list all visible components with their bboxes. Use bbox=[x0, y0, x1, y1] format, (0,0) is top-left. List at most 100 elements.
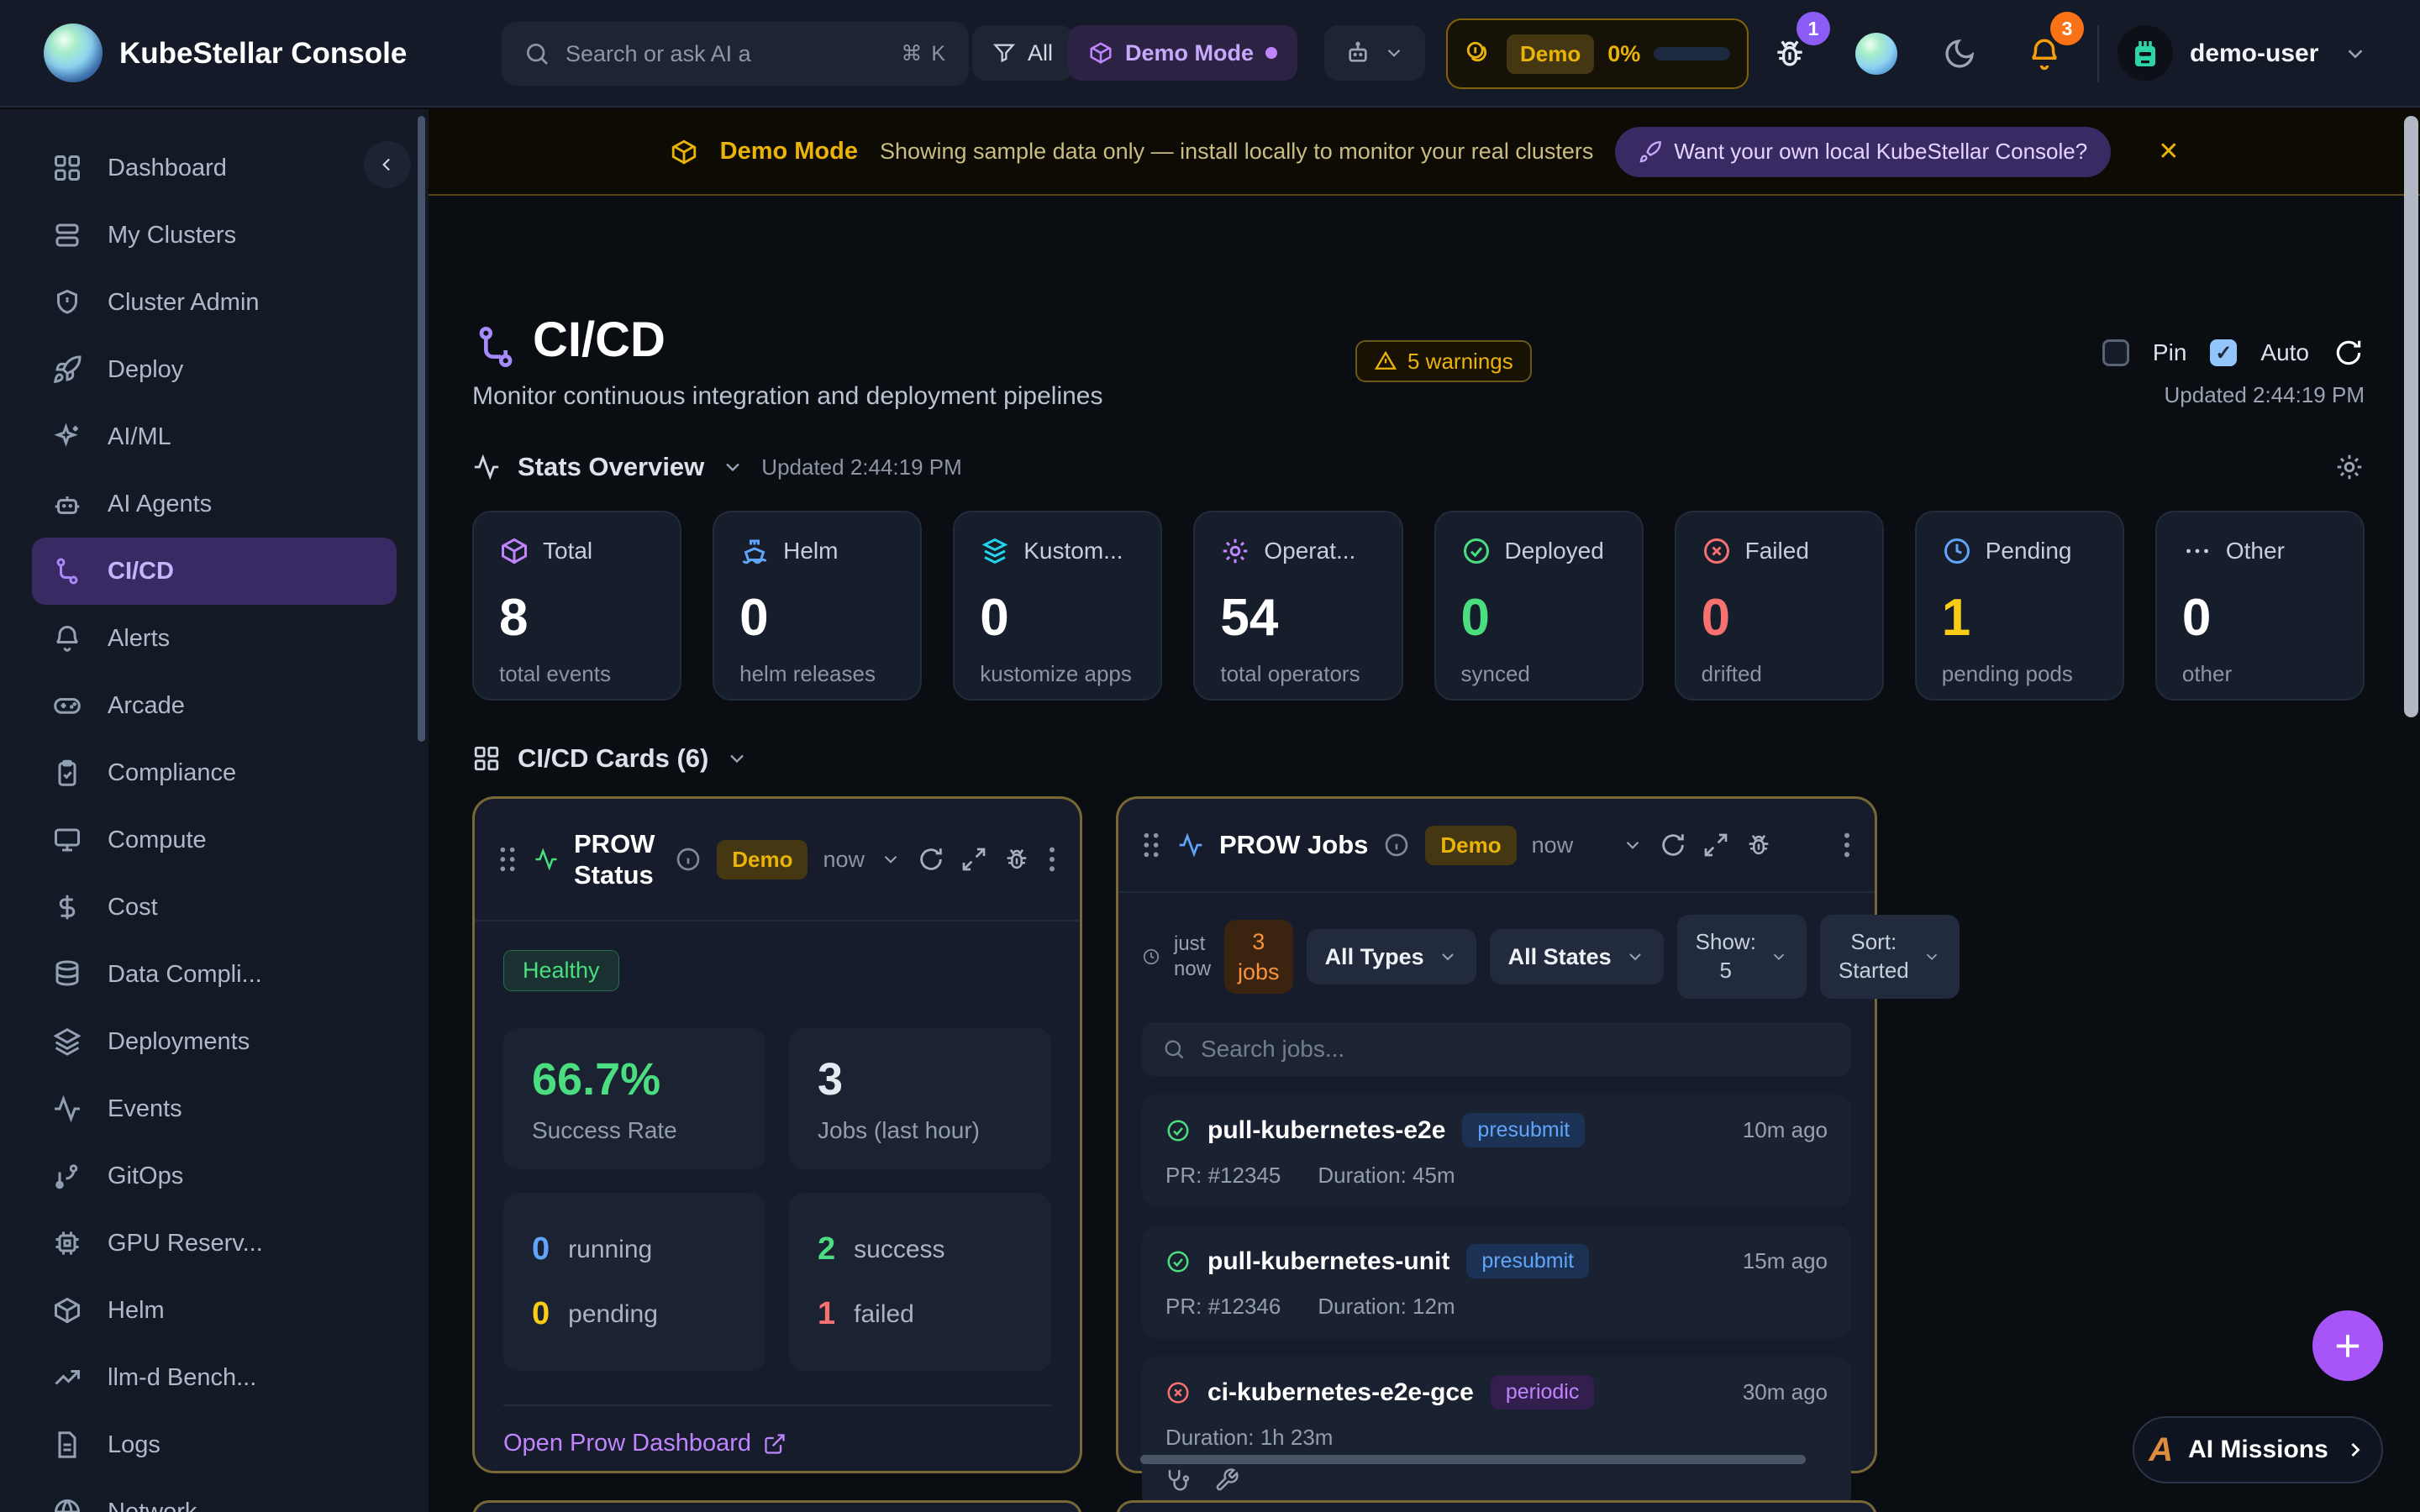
ai-missions-button[interactable]: A AI Missions bbox=[2133, 1416, 2383, 1483]
stats-settings-gear-icon[interactable] bbox=[2334, 452, 2365, 482]
stat-card-pending[interactable]: Pending 1 pending pods bbox=[1914, 511, 2124, 701]
stat-sublabel: synced bbox=[1460, 661, 1530, 686]
fix-wrench-icon[interactable] bbox=[1214, 1467, 1239, 1493]
sidebar-item-compute[interactable]: Compute bbox=[0, 806, 429, 874]
check-circle-icon bbox=[1461, 536, 1491, 566]
time-range-label[interactable]: now bbox=[1531, 832, 1574, 858]
sidebar-item-events[interactable]: Events bbox=[0, 1075, 429, 1142]
debug-badge: 1 bbox=[1797, 12, 1830, 45]
stats-section-title[interactable]: Stats Overview bbox=[518, 452, 705, 481]
horizontal-scrollbar[interactable] bbox=[1140, 1455, 1806, 1464]
bug-icon[interactable] bbox=[1744, 831, 1773, 859]
job-row[interactable]: pull-kubernetes-e2e presubmit 10m ago PR… bbox=[1142, 1095, 1851, 1207]
get-local-console-button[interactable]: Want your own local KubeStellar Console? bbox=[1615, 126, 2112, 177]
user-avatar[interactable] bbox=[2118, 25, 2173, 81]
sidebar-item-label: Cost bbox=[108, 893, 158, 921]
chevron-right-icon bbox=[2344, 1438, 2367, 1462]
drag-handle-icon[interactable] bbox=[1140, 831, 1162, 859]
sidebar-item-helm[interactable]: Helm bbox=[0, 1277, 429, 1344]
stat-card-kustomize[interactable]: Kustom... 0 kustomize apps bbox=[953, 511, 1163, 701]
sidebar-item-gpu-reservations[interactable]: GPU Reserv... bbox=[0, 1210, 429, 1277]
bug-icon[interactable] bbox=[1002, 845, 1031, 874]
refresh-icon[interactable] bbox=[1659, 831, 1687, 859]
debug-button[interactable] bbox=[1771, 0, 1808, 108]
job-row[interactable]: ci-kubernetes-e2e-gce periodic 30m ago D… bbox=[1142, 1357, 1851, 1511]
sidebar-item-compliance[interactable]: Compliance bbox=[0, 739, 429, 806]
time-range-label[interactable]: now bbox=[823, 846, 865, 872]
cicd-cards-title[interactable]: CI/CD Cards (6) bbox=[518, 743, 709, 773]
sidebar-item-alerts[interactable]: Alerts bbox=[0, 605, 429, 672]
sidebar-item-ai-ml[interactable]: AI/ML bbox=[0, 403, 429, 470]
demo-mode-toggle[interactable]: Demo Mode bbox=[1068, 25, 1298, 81]
banner-close-button[interactable]: ✕ bbox=[2158, 138, 2180, 165]
jobs-search[interactable] bbox=[1142, 1022, 1851, 1076]
open-prow-dashboard-link[interactable]: Open Prow Dashboard bbox=[503, 1430, 1051, 1457]
warnings-badge[interactable]: 5 warnings bbox=[1355, 340, 1532, 382]
stat-card-failed[interactable]: Failed 0 drifted bbox=[1674, 511, 1884, 701]
sidebar-item-cluster-admin[interactable]: Cluster Admin bbox=[0, 269, 429, 336]
sidebar-item-deployments[interactable]: Deployments bbox=[0, 1008, 429, 1075]
dashboard-icon bbox=[52, 153, 82, 183]
stat-card-other[interactable]: Other 0 other bbox=[2154, 511, 2365, 701]
diagnose-stethoscope-icon[interactable] bbox=[1165, 1467, 1191, 1493]
sidebar-item-my-clusters[interactable]: My Clusters bbox=[0, 202, 429, 269]
refresh-icon[interactable] bbox=[917, 845, 945, 874]
sidebar-item-dashboard[interactable]: Dashboard bbox=[0, 134, 429, 202]
chevron-down-icon[interactable] bbox=[1622, 834, 1644, 856]
drag-handle-icon[interactable] bbox=[497, 845, 518, 874]
stat-card-operators[interactable]: Operat... 54 total operators bbox=[1193, 511, 1403, 701]
chevron-down-icon[interactable] bbox=[725, 747, 749, 770]
kebab-menu-icon[interactable] bbox=[1046, 845, 1058, 874]
sidebar-scrollbar[interactable] bbox=[418, 116, 425, 742]
info-icon[interactable] bbox=[1383, 832, 1410, 858]
stat-card-deployed[interactable]: Deployed 0 synced bbox=[1434, 511, 1644, 701]
sort-select[interactable]: Sort: Started bbox=[1819, 915, 1960, 999]
sidebar-item-network[interactable]: Network bbox=[0, 1478, 429, 1512]
theme-toggle-button[interactable] bbox=[1943, 0, 1976, 108]
window-scrollbar[interactable] bbox=[2404, 116, 2418, 717]
stat-card-helm[interactable]: Helm 0 helm releases bbox=[713, 511, 923, 701]
add-card-fab[interactable]: + bbox=[2312, 1310, 2383, 1381]
sidebar-item-arcade[interactable]: Arcade bbox=[0, 672, 429, 739]
refresh-icon[interactable] bbox=[2333, 337, 2365, 369]
show-count-select[interactable]: Show: 5 bbox=[1676, 915, 1807, 999]
state-filter-select[interactable]: All States bbox=[1489, 929, 1664, 984]
notifications-button[interactable] bbox=[2027, 0, 2062, 108]
sidebar-item-cicd[interactable]: CI/CD bbox=[32, 538, 397, 605]
assistant-menu-button[interactable] bbox=[1324, 25, 1425, 81]
rocket-icon bbox=[52, 354, 82, 385]
chevron-down-icon[interactable] bbox=[880, 848, 902, 870]
stat-value: 0 bbox=[1460, 589, 1490, 647]
demo-chip: Demo bbox=[1507, 34, 1595, 74]
page-subtitle: Monitor continuous integration and deplo… bbox=[472, 382, 1103, 410]
card-stub bbox=[1116, 1500, 1877, 1512]
auto-checkbox[interactable]: ✓ bbox=[2210, 339, 2238, 366]
sidebar-item-data-compliance[interactable]: Data Compli... bbox=[0, 941, 429, 1008]
chevron-down-icon[interactable] bbox=[721, 455, 744, 479]
show-value: 5 bbox=[1719, 958, 1733, 983]
sidebar-item-logs[interactable]: Logs bbox=[0, 1411, 429, 1478]
sidebar-item-llmd-benchmarks[interactable]: llm-d Bench... bbox=[0, 1344, 429, 1411]
jobs-search-input[interactable] bbox=[1201, 1036, 1831, 1063]
kubestellar-ai-button[interactable] bbox=[1855, 0, 1897, 108]
sidebar-collapse-button[interactable] bbox=[364, 141, 411, 188]
info-icon[interactable] bbox=[675, 846, 702, 873]
stat-card-total[interactable]: Total 8 total events bbox=[472, 511, 682, 701]
type-filter-select[interactable]: All Types bbox=[1306, 929, 1476, 984]
global-search[interactable]: ⌘ K bbox=[502, 22, 969, 86]
pin-checkbox[interactable] bbox=[2102, 339, 2129, 366]
expand-icon[interactable] bbox=[1702, 832, 1729, 858]
sidebar-item-cost[interactable]: Cost bbox=[0, 874, 429, 941]
search-input[interactable] bbox=[566, 40, 886, 67]
expand-icon[interactable] bbox=[960, 846, 987, 873]
sidebar-item-deploy[interactable]: Deploy bbox=[0, 336, 429, 403]
job-type-badge: periodic bbox=[1490, 1375, 1595, 1410]
sidebar-item-gitops[interactable]: GitOps bbox=[0, 1142, 429, 1210]
demo-progress-meter[interactable]: Demo 0% bbox=[1446, 18, 1749, 89]
job-row[interactable]: pull-kubernetes-unit presubmit 15m ago P… bbox=[1142, 1226, 1851, 1338]
user-menu-chevron[interactable] bbox=[2343, 0, 2368, 108]
sidebar-item-ai-agents[interactable]: AI Agents bbox=[0, 470, 429, 538]
kebab-menu-icon[interactable] bbox=[1841, 831, 1853, 859]
filter-all-button[interactable]: All bbox=[972, 25, 1074, 81]
show-label: Show: bbox=[1695, 929, 1756, 955]
